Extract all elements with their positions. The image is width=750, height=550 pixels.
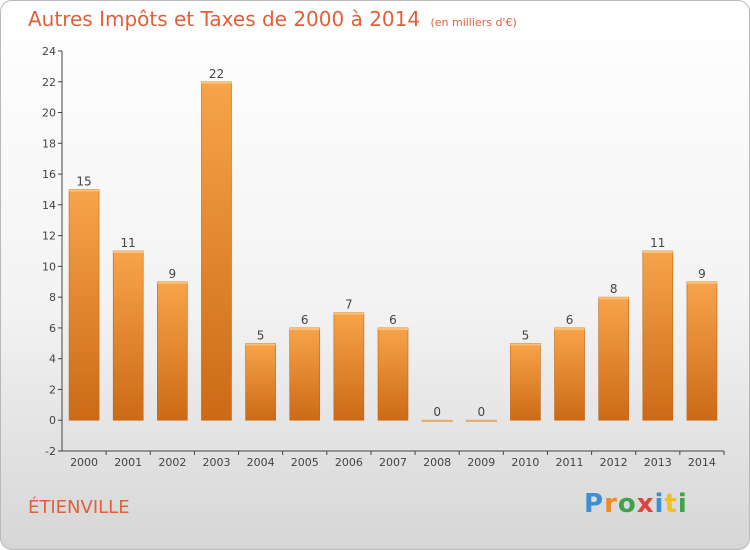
data-label: 22 xyxy=(209,67,224,81)
bar-highlight xyxy=(686,281,717,284)
y-tick-label: 14 xyxy=(42,199,56,212)
bar xyxy=(377,327,409,421)
bar-highlight xyxy=(201,81,232,84)
commune-name: ÉTIENVILLE xyxy=(28,497,130,518)
bar xyxy=(510,343,541,421)
bar xyxy=(245,343,276,421)
logo-letter: t xyxy=(664,489,678,519)
y-tick-label: 16 xyxy=(42,168,56,181)
data-label: 5 xyxy=(522,328,530,342)
bar xyxy=(554,327,585,421)
x-tick-label: 2006 xyxy=(335,456,363,469)
bar-highlight xyxy=(642,251,673,253)
bar xyxy=(289,327,321,421)
x-tick-label: 2014 xyxy=(688,456,716,469)
y-tick-label: 24 xyxy=(42,45,56,58)
y-tick-label: 10 xyxy=(42,260,56,273)
x-tick-label: 2009 xyxy=(467,456,495,469)
logo-letter: P xyxy=(584,489,605,519)
chart-unit-text: (en milliers d'€) xyxy=(430,16,517,29)
data-label: 9 xyxy=(698,267,706,281)
value-labels-group: 15 11 9 22 5 6 7 6 0 0 5 6 8 11 9 xyxy=(76,67,705,419)
y-tick-label: 22 xyxy=(42,76,56,89)
bar-highlight xyxy=(377,327,409,330)
y-tick-label: 18 xyxy=(42,137,56,150)
bar xyxy=(112,250,144,421)
x-tick-label: 2013 xyxy=(644,456,672,469)
y-tick-label: 20 xyxy=(42,107,56,120)
data-label: 11 xyxy=(121,236,136,250)
chart-title-text: Autres Impôts et Taxes de 2000 à 2014 xyxy=(28,7,421,31)
bar-highlight xyxy=(554,327,585,330)
bar-highlight xyxy=(466,420,497,422)
x-tick-label: 2005 xyxy=(291,456,319,469)
x-tick-label: 2002 xyxy=(158,456,186,469)
logo-letter: i xyxy=(654,489,665,519)
proxiti-logo[interactable]: Proxiti xyxy=(584,489,688,519)
bar-highlight xyxy=(510,343,541,346)
data-label: 6 xyxy=(301,313,309,327)
data-label: 15 xyxy=(76,174,91,188)
y-tick-label: 0 xyxy=(49,414,56,427)
x-tick-label: 2008 xyxy=(423,456,451,469)
bar xyxy=(201,81,232,421)
x-tick-label: 2012 xyxy=(600,456,628,469)
bar-highlight xyxy=(245,343,276,346)
y-tick-label: 4 xyxy=(49,353,56,366)
bar-highlight xyxy=(333,312,364,315)
data-label: 8 xyxy=(610,282,618,296)
data-label: 0 xyxy=(433,405,441,419)
y-tick-label: 8 xyxy=(49,291,56,304)
bar-highlight xyxy=(598,297,629,300)
x-tick-label: 2010 xyxy=(511,456,539,469)
logo-letter: o xyxy=(617,489,637,519)
bar xyxy=(157,281,188,421)
x-tick-label: 2001 xyxy=(114,456,142,469)
bar-highlight xyxy=(157,281,188,284)
data-label: 6 xyxy=(389,313,397,327)
data-label: 5 xyxy=(257,328,265,342)
x-tick-label: 2011 xyxy=(556,456,584,469)
bar xyxy=(642,250,674,421)
bar-highlight xyxy=(289,327,320,330)
x-tick-label: 2004 xyxy=(247,456,275,469)
logo-letter: r xyxy=(604,489,618,519)
data-label: 0 xyxy=(477,405,485,419)
data-label: 7 xyxy=(345,298,353,312)
logo-letter: i xyxy=(677,489,688,519)
bar-highlight xyxy=(422,420,453,422)
bar xyxy=(686,281,718,421)
data-label: 6 xyxy=(566,313,574,327)
bar xyxy=(333,312,365,421)
bar xyxy=(68,189,100,421)
bar-highlight xyxy=(113,251,144,253)
bar xyxy=(598,296,629,421)
chart-title: Autres Impôts et Taxes de 2000 à 2014 (e… xyxy=(28,7,517,31)
y-tick-label: 2 xyxy=(49,383,56,396)
y-tick-label: 6 xyxy=(49,322,56,335)
y-tick-label: -2 xyxy=(45,445,56,458)
bar-highlight xyxy=(69,189,100,192)
y-tick-label: 12 xyxy=(42,230,56,243)
bars-group xyxy=(68,81,718,422)
data-label: 11 xyxy=(650,236,665,250)
x-tick-label: 2000 xyxy=(70,456,98,469)
logo-letter: x xyxy=(636,489,655,519)
data-label: 9 xyxy=(169,267,177,281)
x-tick-label: 2007 xyxy=(379,456,407,469)
x-tick-label: 2003 xyxy=(202,456,230,469)
